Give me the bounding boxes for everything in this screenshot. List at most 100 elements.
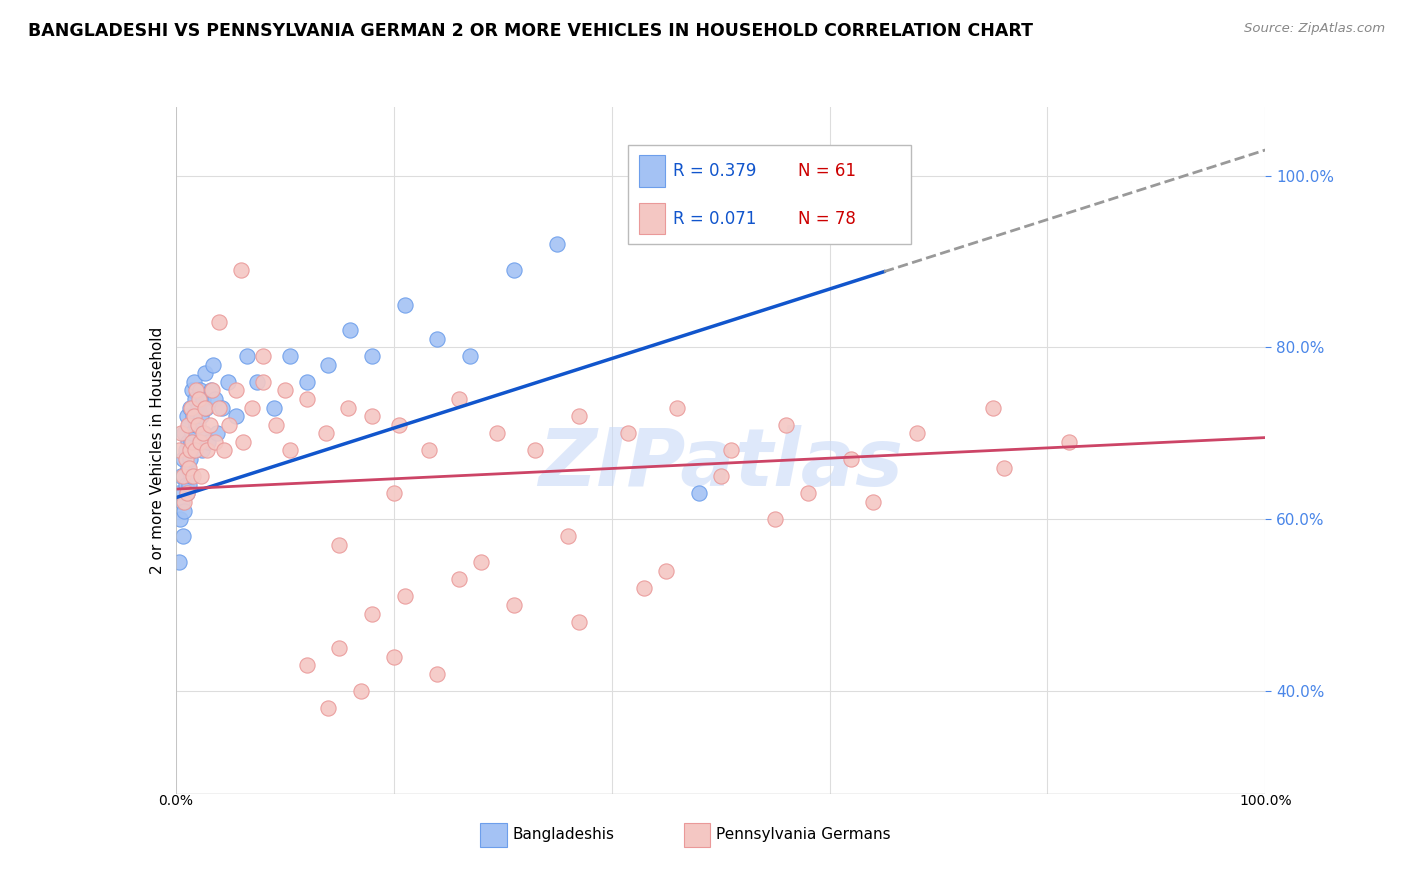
Point bbox=[184, 392, 207, 406]
Point bbox=[186, 401, 209, 415]
Point bbox=[328, 538, 350, 552]
Point bbox=[211, 401, 233, 415]
Point bbox=[174, 452, 197, 467]
Point bbox=[180, 469, 202, 483]
Point bbox=[181, 469, 204, 483]
Point bbox=[170, 426, 193, 441]
Point bbox=[181, 384, 204, 398]
Point bbox=[184, 443, 207, 458]
Point bbox=[172, 469, 194, 483]
Point bbox=[191, 392, 214, 406]
Point bbox=[167, 486, 190, 500]
Text: ZIPatlas: ZIPatlas bbox=[538, 425, 903, 503]
Point bbox=[198, 417, 221, 432]
Point bbox=[173, 503, 195, 517]
Point bbox=[180, 434, 202, 449]
Point bbox=[176, 486, 198, 500]
Point bbox=[181, 443, 204, 458]
Point bbox=[295, 658, 318, 673]
Point bbox=[176, 409, 198, 424]
Point bbox=[426, 332, 449, 346]
Text: R = 0.071: R = 0.071 bbox=[673, 210, 756, 227]
Point bbox=[180, 401, 202, 415]
Point bbox=[170, 469, 193, 483]
Point bbox=[174, 478, 197, 492]
Point bbox=[167, 555, 190, 569]
Bar bbox=[640, 202, 665, 235]
Point bbox=[546, 237, 568, 252]
Point bbox=[263, 401, 285, 415]
Point bbox=[252, 375, 274, 389]
Point bbox=[274, 384, 297, 398]
Point bbox=[183, 375, 205, 389]
Point bbox=[169, 512, 191, 526]
Point bbox=[193, 426, 215, 441]
Point bbox=[568, 615, 591, 630]
Point bbox=[240, 401, 263, 415]
Point bbox=[177, 417, 200, 432]
Point bbox=[179, 443, 201, 458]
Point bbox=[617, 426, 640, 441]
Point bbox=[167, 443, 190, 458]
Point bbox=[187, 392, 209, 406]
Point bbox=[186, 417, 208, 432]
Point bbox=[666, 401, 689, 415]
Point bbox=[796, 486, 818, 500]
Point bbox=[418, 443, 440, 458]
Text: N = 61: N = 61 bbox=[799, 161, 856, 179]
Bar bbox=[640, 155, 665, 186]
Point bbox=[775, 417, 797, 432]
Point bbox=[318, 701, 340, 715]
Point bbox=[172, 495, 194, 509]
Point bbox=[447, 572, 470, 586]
Text: R = 0.379: R = 0.379 bbox=[673, 161, 756, 179]
Point bbox=[187, 434, 209, 449]
Point bbox=[278, 443, 301, 458]
Point bbox=[458, 349, 481, 363]
Point bbox=[208, 315, 231, 329]
Point bbox=[177, 434, 200, 449]
Point bbox=[174, 443, 197, 458]
Point bbox=[173, 426, 195, 441]
Point bbox=[191, 426, 214, 441]
Point bbox=[195, 443, 218, 458]
Point bbox=[205, 426, 228, 441]
Point bbox=[194, 366, 217, 380]
Point bbox=[218, 417, 240, 432]
Point bbox=[1057, 434, 1080, 449]
Point bbox=[524, 443, 547, 458]
Point bbox=[295, 375, 318, 389]
Point bbox=[188, 434, 211, 449]
Point bbox=[557, 529, 579, 543]
Point bbox=[204, 392, 226, 406]
Point bbox=[246, 375, 269, 389]
Point bbox=[232, 434, 254, 449]
Point bbox=[318, 358, 340, 372]
Point bbox=[179, 401, 201, 415]
Point bbox=[278, 349, 301, 363]
Point bbox=[360, 349, 382, 363]
Point bbox=[470, 555, 492, 569]
Text: Pennsylvania Germans: Pennsylvania Germans bbox=[717, 827, 891, 841]
Point bbox=[502, 598, 524, 612]
Point bbox=[201, 384, 224, 398]
Point bbox=[295, 392, 318, 406]
Point bbox=[225, 384, 247, 398]
Point bbox=[845, 228, 868, 243]
Point bbox=[172, 529, 194, 543]
Point bbox=[328, 640, 350, 655]
Point bbox=[252, 349, 274, 363]
Point bbox=[173, 495, 195, 509]
Point bbox=[188, 384, 211, 398]
Point bbox=[710, 469, 733, 483]
Point bbox=[350, 683, 373, 698]
Point bbox=[190, 409, 212, 424]
Point bbox=[394, 590, 416, 604]
Bar bbox=[479, 822, 506, 847]
Point bbox=[177, 460, 200, 475]
Text: BANGLADESHI VS PENNSYLVANIA GERMAN 2 OR MORE VEHICLES IN HOUSEHOLD CORRELATION C: BANGLADESHI VS PENNSYLVANIA GERMAN 2 OR … bbox=[28, 22, 1033, 40]
Point bbox=[181, 434, 204, 449]
Text: Source: ZipAtlas.com: Source: ZipAtlas.com bbox=[1244, 22, 1385, 36]
Y-axis label: 2 or more Vehicles in Household: 2 or more Vehicles in Household bbox=[149, 326, 165, 574]
Point bbox=[862, 495, 884, 509]
